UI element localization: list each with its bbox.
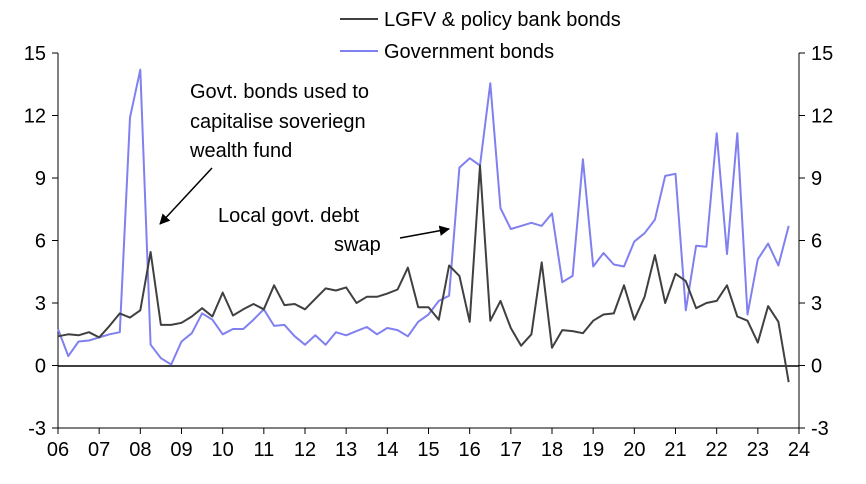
x-tick-label: 12 [294, 439, 316, 461]
x-tick-label: 20 [623, 439, 645, 461]
annotation-line-2: capitalise soveriegn [190, 111, 366, 133]
x-tick-label: 24 [788, 439, 810, 461]
x-tick-label: 15 [417, 439, 439, 461]
y-tick-label-right: 9 [811, 168, 822, 190]
x-tick-label: 06 [47, 439, 69, 461]
series-line-lgfv [57, 164, 790, 383]
annotation-arrow [159, 167, 213, 225]
y-axis-right-ticks: -3 0 3 6 9 12 15 [799, 43, 833, 440]
y-tick-label-left: 12 [24, 106, 46, 128]
x-tick-label: 10 [212, 439, 234, 461]
y-tick-label-left: 15 [24, 43, 46, 65]
legend-label-govt: Government bonds [384, 41, 554, 63]
x-tick-label: 09 [170, 439, 192, 461]
x-tick-label: 16 [459, 439, 481, 461]
annotation-line-1: Govt. bonds used to [190, 81, 369, 103]
y-tick-label-right: 3 [811, 293, 822, 315]
legend-label-lgfv: LGFV & policy bank bonds [384, 9, 621, 31]
annotation-line-2: swap [334, 234, 381, 256]
annotation-line-1: Local govt. debt [218, 205, 360, 227]
x-tick-label: 13 [335, 439, 357, 461]
x-tick-label: 21 [664, 439, 686, 461]
series-line-govt [57, 68, 790, 366]
annotation-local-debt-swap: Local govt. debt swap [218, 205, 451, 256]
x-tick-label: 19 [582, 439, 604, 461]
annotation-arrow [399, 225, 451, 239]
y-tick-label-left: 9 [35, 168, 46, 190]
y-tick-label-left: -3 [28, 418, 46, 440]
x-tick-label: 08 [129, 439, 151, 461]
annotation-line-3: wealth fund [189, 140, 292, 162]
y-tick-label-right: 12 [811, 106, 833, 128]
x-tick-label: 22 [706, 439, 728, 461]
y-tick-label-right: 15 [811, 43, 833, 65]
series-lines [57, 68, 790, 383]
y-tick-label-right: 0 [811, 356, 822, 378]
y-axis-left-ticks: -3 0 3 6 9 12 15 [24, 43, 58, 440]
y-tick-label-left: 0 [35, 356, 46, 378]
x-tick-label: 18 [541, 439, 563, 461]
legend: LGFV & policy bank bonds Government bond… [340, 9, 621, 63]
x-tick-label: 07 [88, 439, 110, 461]
y-tick-label-left: 6 [35, 231, 46, 253]
y-tick-label-left: 3 [35, 293, 46, 315]
x-axis-ticks: 06 07 08 09 10 11 12 13 14 15 16 17 18 19 20 21 22 23 24 [47, 428, 810, 461]
y-tick-label-right: 6 [811, 231, 822, 253]
x-tick-label: 11 [253, 439, 274, 461]
annotation-govt-bonds-capitalise: Govt. bonds used to capitalise soveriegn… [159, 81, 369, 225]
x-tick-label: 23 [747, 439, 769, 461]
y-tick-label-right: -3 [811, 418, 829, 440]
x-tick-label: 14 [376, 439, 398, 461]
x-tick-label: 17 [500, 439, 522, 461]
